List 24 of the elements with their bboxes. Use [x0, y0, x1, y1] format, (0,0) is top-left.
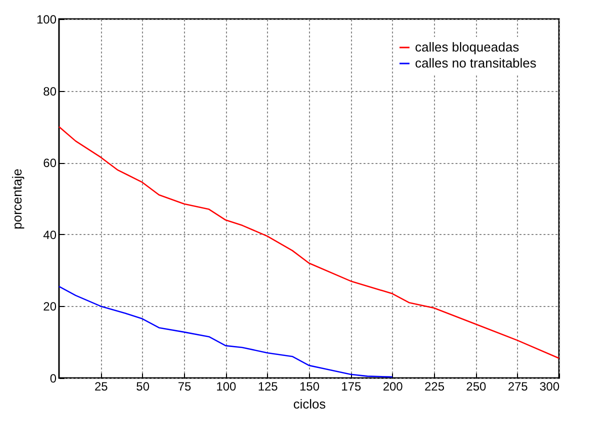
y-tick-label: 0	[50, 372, 57, 386]
x-axis-title: ciclos	[293, 396, 326, 412]
x-tick-label: 100	[216, 380, 236, 394]
x-tick-label: 75	[178, 380, 192, 394]
y-axis-title: porcentaje	[9, 168, 24, 230]
y-tick-label: 40	[43, 228, 57, 242]
line-series	[58, 126, 560, 359]
x-tick-label: 175	[341, 380, 362, 394]
legend-label: calles no transitables	[415, 56, 537, 70]
x-tick-label: 300	[539, 380, 560, 394]
x-tick-label: 275	[508, 380, 528, 394]
x-tick-label: 50	[136, 380, 150, 394]
x-tick-label: 150	[299, 380, 320, 394]
x-tick-label: 125	[258, 380, 278, 394]
x-tick-label: 25	[94, 380, 108, 394]
y-tick-label: 100	[36, 12, 57, 26]
x-tick-label: 200	[382, 380, 404, 394]
legend-label: calles bloqueadas	[415, 40, 520, 54]
y-tick-label: 60	[43, 156, 57, 170]
line-series	[58, 286, 393, 378]
x-tick-label: 250	[466, 380, 486, 394]
x-tick-label: 225	[424, 380, 445, 394]
y-tick-label: 80	[43, 84, 57, 98]
y-tick-label: 20	[43, 300, 57, 314]
